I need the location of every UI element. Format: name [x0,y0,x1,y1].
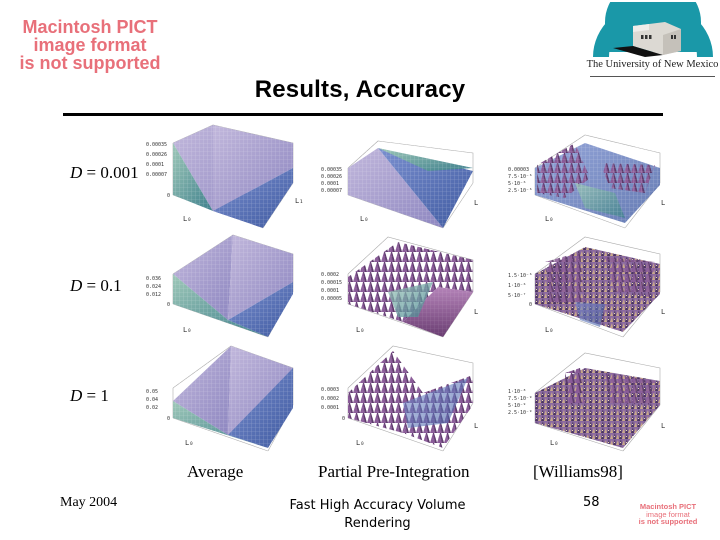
title-divider [63,113,663,116]
row-var: D [70,163,83,182]
plot-average-d0001: 0.00035 0.00026 0.0001 0.00007 0 L₀ L₁ [143,123,303,233]
svg-text:1·10⁻⁸: 1·10⁻⁸ [508,389,526,395]
footer-title-line-1: Fast High Accuracy Volume [289,498,466,513]
svg-text:0.00026: 0.00026 [321,174,342,180]
column-label-partial-pre-integration: Partial Pre-Integration [318,462,470,481]
svg-text:5·10⁻⁷: 5·10⁻⁷ [508,293,526,299]
svg-text:0.02: 0.02 [146,405,158,411]
svg-text:0.0003: 0.0003 [321,387,339,393]
svg-text:0.00003: 0.00003 [508,167,529,173]
footer-title: Fast High Accuracy Volume Rendering [260,497,495,533]
svg-text:0.00005: 0.00005 [321,296,342,302]
logo-divider [590,76,715,77]
svg-text:0.05: 0.05 [146,389,158,395]
svg-text:0.0002: 0.0002 [321,272,339,278]
svg-text:5·10⁻⁶: 5·10⁻⁶ [508,181,526,187]
row-var: D [70,276,83,295]
pict-line-2: image format [646,509,690,519]
pict-line-3: is not supported [638,517,698,526]
svg-text:0.00026: 0.00026 [146,152,167,158]
svg-text:7.5·10⁻⁶: 7.5·10⁻⁶ [508,174,532,180]
svg-text:0: 0 [167,416,170,422]
row-label-d-0001: D = 0.001 [70,163,139,183]
svg-text:L₀: L₀ [360,215,368,223]
pict-line-2: image format [33,35,147,55]
svg-text:0.0001: 0.0001 [321,405,339,411]
row-eq: = 0.1 [82,276,122,295]
footer-date: May 2004 [60,495,118,510]
svg-text:1.5·10⁻⁶: 1.5·10⁻⁶ [508,273,532,279]
svg-text:0: 0 [167,193,170,199]
svg-text:2.5·10⁻⁹: 2.5·10⁻⁹ [508,410,532,416]
svg-text:0: 0 [167,302,170,308]
svg-text:0.0001: 0.0001 [321,288,339,294]
svg-text:1·10⁻⁶: 1·10⁻⁶ [508,283,526,289]
plot-average-d1: 0.05 0.04 0.02 0 L₀ [143,343,303,453]
svg-text:0: 0 [529,302,532,308]
footer-title-line-2: Rendering [344,516,411,531]
svg-text:L₀: L₀ [356,326,364,334]
svg-text:L₀: L₀ [545,326,553,334]
svg-text:0.0002: 0.0002 [321,396,339,402]
svg-text:L₀: L₀ [183,326,191,334]
svg-text:L₁: L₁ [474,308,478,316]
row-eq: = 1 [82,386,109,405]
svg-text:0.036: 0.036 [146,276,161,282]
plot-average-d01: 0.036 0.024 0.012 0 L₀ [143,232,303,342]
svg-text:0.00007: 0.00007 [146,172,167,178]
pict-line-3: is not supported [19,53,161,73]
svg-text:L₁: L₁ [661,308,665,316]
svg-text:L₁: L₁ [474,199,478,207]
unm-emblem-icon [593,0,713,57]
svg-text:L₀: L₀ [356,439,364,447]
row-var: D [70,386,83,405]
svg-text:L₀: L₀ [545,215,553,223]
svg-text:L₀: L₀ [183,215,191,223]
page-number: 58 [583,495,600,510]
svg-text:L₁: L₁ [474,422,478,430]
column-label-average: Average [187,462,244,481]
svg-text:0.00015: 0.00015 [321,280,342,286]
plot-williams-d1: 1·10⁻⁸7.5·10⁻⁹5·10⁻⁹2.5·10⁻⁹ L₀ L₁ [505,343,669,453]
plot-ppi-d01: 0.0002 0.00015 0.0001 0.00005 L₀ L₁ [318,232,482,342]
svg-text:0.00007: 0.00007 [321,188,342,194]
svg-text:0.0001: 0.0001 [146,162,164,168]
row-label-d-01: D = 0.1 [70,276,122,296]
svg-text:0: 0 [342,416,345,422]
row-label-d-1: D = 1 [70,386,109,406]
svg-text:L₀: L₀ [550,439,558,447]
svg-text:0.00035: 0.00035 [321,167,342,173]
pict-line-1: Macintosh PICT [639,502,697,511]
university-name: The University of New Mexico [586,59,719,70]
university-logo: The University of New Mexico [585,0,720,80]
row-eq: = 0.001 [82,163,139,182]
svg-text:2.5·10⁻⁶: 2.5·10⁻⁶ [508,188,532,194]
pict-placeholder-bottom: Macintosh PICT image format is not suppo… [622,503,714,526]
slide-title: Results, Accuracy [254,76,466,103]
svg-text:L₁: L₁ [295,197,303,205]
svg-text:0.00035: 0.00035 [146,142,167,148]
svg-text:0.012: 0.012 [146,292,161,298]
pict-line-1: Macintosh PICT [22,17,158,37]
plot-williams-d01: 1.5·10⁻⁶ 1·10⁻⁶ 5·10⁻⁷0 L₀ L₁ [505,232,669,342]
column-label-williams98: [Williams98] [533,462,623,481]
svg-text:L₀: L₀ [185,439,193,447]
pict-placeholder-top: Macintosh PICT image format is not suppo… [0,18,180,72]
svg-text:0.0001: 0.0001 [321,181,339,187]
svg-text:L₁: L₁ [661,199,665,207]
svg-text:L₁: L₁ [661,422,665,430]
svg-text:0.04: 0.04 [146,397,158,403]
svg-text:7.5·10⁻⁹: 7.5·10⁻⁹ [508,396,532,402]
svg-text:0.024: 0.024 [146,284,161,290]
svg-text:5·10⁻⁹: 5·10⁻⁹ [508,403,526,409]
